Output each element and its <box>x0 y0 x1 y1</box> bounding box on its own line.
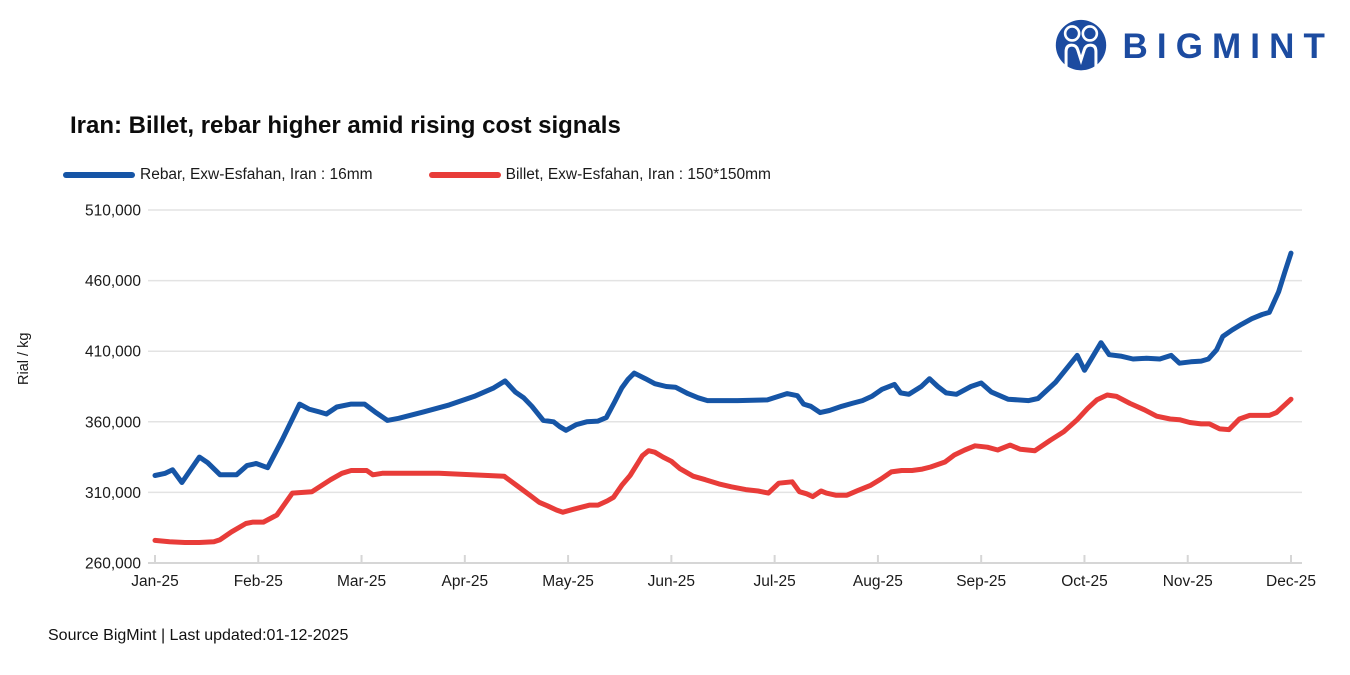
y-axis-tick-label: 310,000 <box>85 485 141 502</box>
y-axis-tick-label: 460,000 <box>85 273 141 290</box>
line-series-rebar <box>152 250 1294 485</box>
x-axis-tick-label: Dec-25 <box>1266 573 1316 590</box>
y-axis-tick-label: 260,000 <box>85 556 141 573</box>
x-axis-tick-label: Feb-25 <box>234 573 283 590</box>
source-footer: Source BigMint | Last updated:01-12-2025 <box>48 627 349 644</box>
y-axis-tick-label: 410,000 <box>85 344 141 361</box>
legend-label-billet: Billet, Exw-Esfahan, Iran : 150*150mm <box>505 166 771 183</box>
legend-label-rebar: Rebar, Exw-Esfahan, Iran : 16mm <box>140 166 373 183</box>
x-axis-tick-label: Aug-25 <box>853 573 903 590</box>
x-axis-tick-label: May-25 <box>542 573 594 590</box>
x-axis-tick-label: Mar-25 <box>337 573 386 590</box>
legend-swatch-billet <box>428 172 501 178</box>
x-axis-tick-label: Jan-25 <box>131 573 178 590</box>
x-axis-tick-label: Sep-25 <box>956 573 1006 590</box>
x-axis-tick-label: Nov-25 <box>1163 573 1213 590</box>
y-axis-tick-label: 360,000 <box>85 414 141 431</box>
bigmint-wordmark: BIGMINT <box>1122 27 1334 66</box>
legend-item-rebar: Rebar, Exw-Esfahan, Iran : 16mm <box>63 166 373 184</box>
x-axis-tick-label: Oct-25 <box>1061 573 1108 590</box>
x-axis-tick-label: Jun-25 <box>648 573 695 590</box>
x-axis-tick-label: Apr-25 <box>442 573 489 590</box>
bigmint-logo-icon <box>1055 19 1106 71</box>
bigmint-logo: BIGMINT <box>1053 16 1334 78</box>
y-axis-tick-label: 510,000 <box>85 203 141 220</box>
line-series-billet <box>152 392 1294 545</box>
chart-legend: Rebar, Exw-Esfahan, Iran : 16mm Billet, … <box>63 166 771 184</box>
legend-swatch-rebar <box>63 172 135 178</box>
chart-title: Iran: Billet, rebar higher amid rising c… <box>70 112 621 139</box>
y-axis-title: Rial / kg <box>16 332 32 385</box>
x-axis-tick-label: Jul-25 <box>754 573 796 590</box>
legend-item-billet: Billet, Exw-Esfahan, Iran : 150*150mm <box>428 166 771 184</box>
